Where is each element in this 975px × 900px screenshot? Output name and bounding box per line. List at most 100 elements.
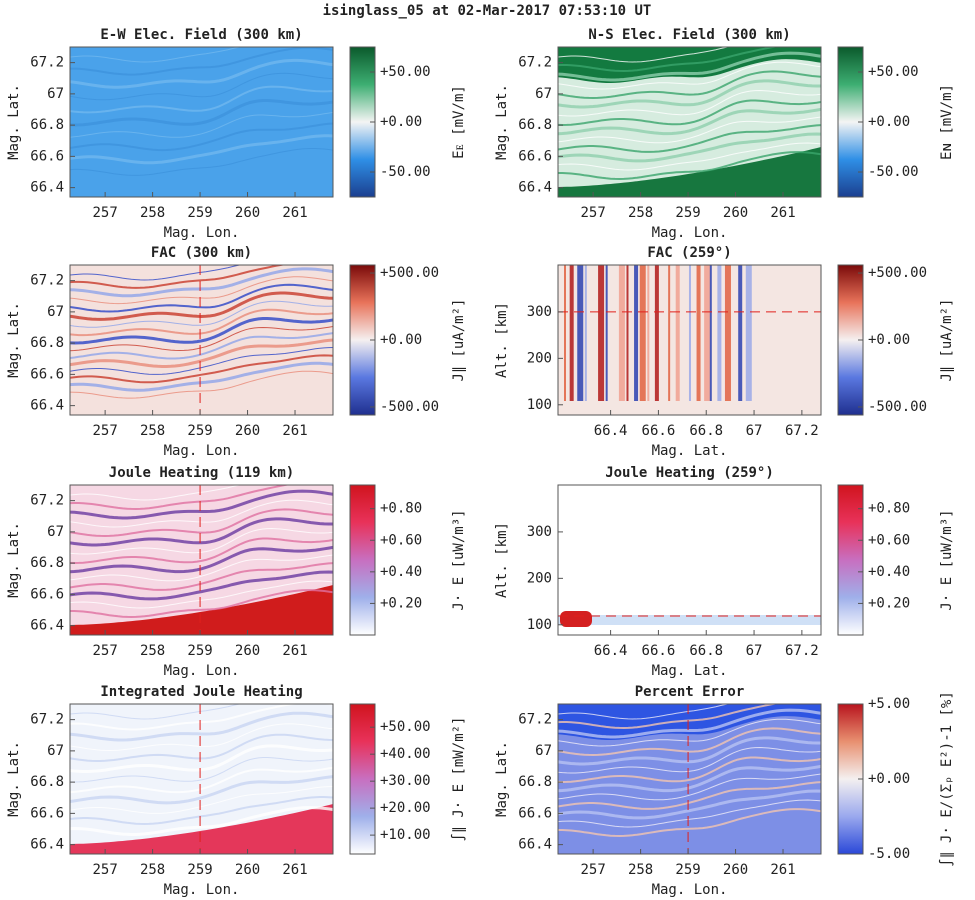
y-tick-label: 66.4 [30, 180, 64, 196]
heatmap-stripe [584, 265, 587, 401]
y-tick-label: 66.6 [518, 148, 552, 164]
heatmap-stripe [70, 72, 333, 101]
heatmap-stripe [558, 47, 730, 63]
heatmap-stripe [738, 265, 743, 401]
x-tick-label: 66.8 [689, 643, 723, 659]
heatmap-stripe [70, 134, 333, 165]
heatmap-stripe [569, 265, 574, 401]
heatmap-stripe [70, 99, 333, 127]
x-tick-label: 260 [235, 643, 260, 659]
colorbar-tick-label: +0.20 [380, 595, 422, 611]
y-tick-label: 200 [527, 570, 552, 586]
heatmap-stripe [696, 265, 701, 401]
x-tick-label: 257 [580, 205, 605, 221]
colorbar-label: Eᴇ [mV/m] [451, 85, 467, 159]
heatmap-stripe [70, 485, 242, 501]
colorbar-tick-label: +0.00 [380, 114, 422, 130]
y-tick-label: 67 [47, 743, 64, 759]
heatmap-stripe [558, 773, 821, 801]
plot-frame [557, 484, 822, 636]
colorbar-tick-label: -5.00 [868, 846, 910, 862]
x-tick-label: 258 [140, 205, 165, 221]
heatmap-image [558, 704, 821, 854]
panel: 66.4 66.6 66.8 67 67.2 100 200 300 Joule Heating… [494, 465, 955, 679]
heatmap-stripe [558, 727, 821, 757]
heatmap-stripe [70, 508, 333, 538]
x-tick-label: 258 [628, 862, 653, 878]
x-tick-label: 261 [770, 862, 795, 878]
x-axis-label: Mag. Lon. [164, 663, 240, 679]
x-tick-label: 259 [675, 862, 700, 878]
x-tick-label: 261 [282, 423, 307, 439]
heatmap-stripe [70, 527, 333, 555]
panel-title: Joule Heating (259°) [605, 465, 774, 481]
x-axis-label: Mag. Lon. [164, 225, 240, 241]
heatmap-stripe [577, 265, 584, 401]
heatmap-stripe [558, 764, 821, 793]
heatmap-image [70, 47, 333, 197]
colorbar-label: ∫∥ J· E/(Σₚ E²)-1 [%] [938, 691, 955, 867]
panel: 257 258 259 260 261 66.4 66.6 66.8 67 67.2 Percent… [494, 684, 955, 898]
heatmap-stripe [558, 704, 779, 730]
x-tick-label: 66.4 [594, 643, 628, 659]
x-tick-label: 66.4 [594, 423, 628, 439]
heatmap-stripe [558, 615, 821, 625]
heatmap-stripe [558, 708, 821, 739]
heatmap-image [70, 485, 333, 635]
colorbar-tick-label: +0.00 [868, 332, 910, 348]
y-axis-label: Mag. Lat. [6, 302, 22, 378]
colorbar-tick-label: +0.80 [868, 501, 910, 517]
heatmap-stripe [70, 733, 333, 762]
x-tick-label: 260 [235, 205, 260, 221]
x-tick-label: 257 [92, 205, 117, 221]
heatmap-stripe [70, 326, 333, 352]
y-tick-label: 66.8 [518, 117, 552, 133]
colorbar-label: J∥ [uA/m²] [939, 299, 955, 382]
heatmap-stripe [717, 265, 722, 401]
y-tick-label: 66.4 [30, 618, 64, 634]
y-tick-label: 67.2 [30, 712, 64, 728]
colorbar [837, 264, 864, 416]
y-tick-label: 66.8 [30, 117, 64, 133]
x-tick-label: 258 [628, 205, 653, 221]
y-tick-label: 66.4 [30, 398, 64, 414]
heatmap-region [70, 585, 333, 635]
heatmap-stripe [70, 711, 333, 742]
heatmap-stripe [704, 265, 711, 401]
heatmap-stripe [70, 723, 333, 752]
x-tick-label: 257 [92, 643, 117, 659]
heatmap-stripe [558, 107, 821, 136]
colorbar-tick-label: +0.80 [380, 501, 422, 517]
heatmap-stripe [558, 746, 821, 774]
x-axis-label: Mag. Lon. [652, 225, 728, 241]
heatmap-stripe [70, 537, 333, 565]
colorbar [349, 703, 376, 855]
panel: 66.4 66.6 66.8 67 67.2 100 200 300 FAC (259°) Mag… [494, 245, 955, 459]
panel: 257 258 259 260 261 66.4 66.6 66.8 67 67.2 N-S Ele… [494, 27, 955, 241]
plot-frame [69, 703, 334, 855]
colorbar-tick-label: -500.00 [868, 399, 927, 415]
x-tick-label: 258 [140, 643, 165, 659]
heatmap-image [558, 265, 821, 415]
heatmap-stripe [598, 265, 605, 401]
y-tick-label: 67 [47, 86, 64, 102]
heatmap-image [558, 47, 821, 197]
y-tick-label: 67.2 [518, 712, 552, 728]
heatmap-stripe [70, 332, 333, 360]
y-axis-label: Mag. Lat. [494, 84, 510, 160]
colorbar-tick-label: -500.00 [380, 399, 439, 415]
panel-title: Percent Error [635, 684, 745, 700]
heatmap-stripe [558, 116, 821, 144]
colorbar-tick-label: +0.00 [868, 114, 910, 130]
heatmap-stripe [558, 124, 821, 153]
y-axis-label: Mag. Lat. [494, 741, 510, 817]
heatmap-background [558, 485, 821, 635]
heatmap-image [70, 704, 333, 854]
plot-frame [69, 264, 334, 416]
x-axis-label: Mag. Lon. [652, 882, 728, 898]
heatmap-stripe [70, 562, 333, 591]
y-axis-label: Mag. Lat. [6, 84, 22, 160]
y-axis-label: Mag. Lat. [6, 522, 22, 598]
heatmap-stripe [70, 757, 333, 783]
heatmap-stripe [70, 347, 333, 375]
